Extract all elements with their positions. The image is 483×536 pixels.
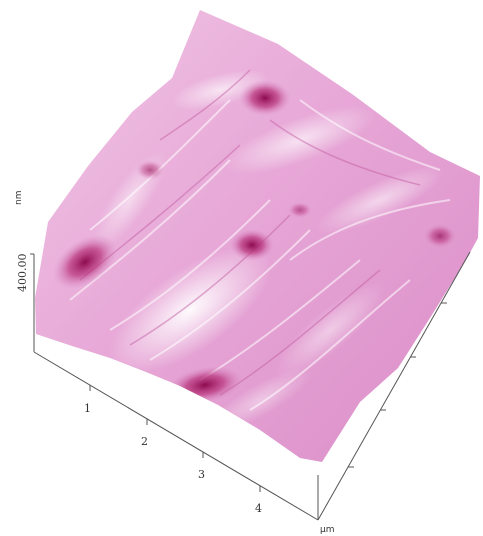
- x-tick-label: 3: [198, 468, 205, 481]
- z-axis-tick-label: 400.00: [16, 254, 29, 293]
- x-tick-label: 1: [84, 402, 91, 415]
- x-axis-unit: µm: [320, 525, 335, 535]
- z-axis-unit: nm: [14, 191, 24, 205]
- x-tick-label: 4: [255, 502, 262, 515]
- z-axis: [30, 253, 35, 352]
- x-tick-label: 2: [141, 435, 148, 448]
- x-axis: [33, 351, 319, 521]
- y-axis: [317, 251, 471, 521]
